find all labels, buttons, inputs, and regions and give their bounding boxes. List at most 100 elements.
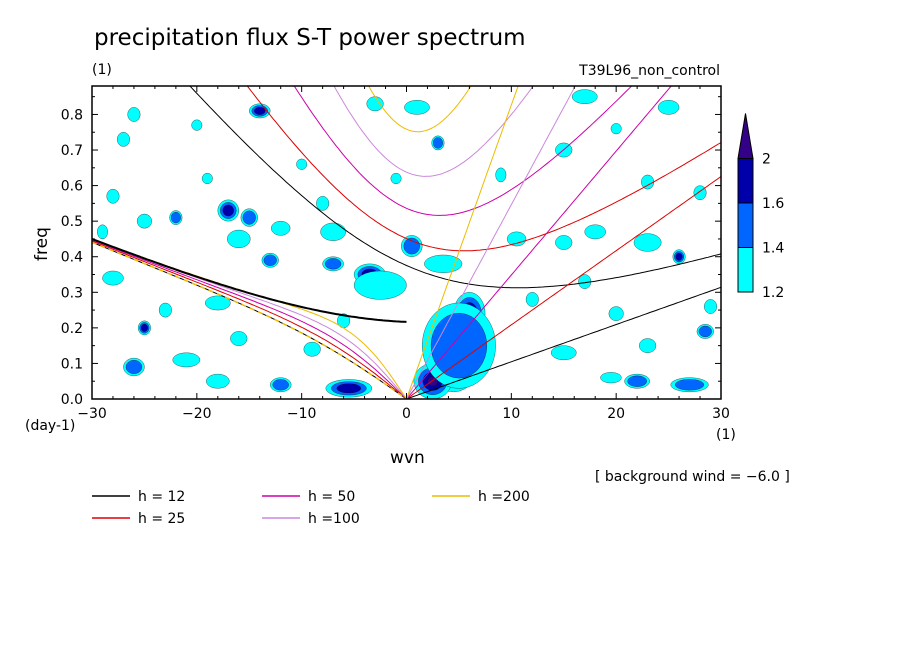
contour-blob-38-level-0 [230, 331, 248, 346]
contour-blob-12-level-0 [117, 132, 130, 147]
y-tick-label-0: 0.0 [61, 392, 83, 408]
curve-legend: h = 12 h = 25 h = 50 h =100 h =200 [92, 489, 530, 527]
inertia-gravity-curve-h100 [333, 86, 534, 177]
x-tick-label-3: 0 [402, 406, 411, 422]
x-tick-label-6: 30 [712, 406, 730, 422]
contour-blob-42-level-1 [272, 379, 289, 391]
colorbar-label-3: 2 [762, 152, 771, 168]
contour-blob-21-level-1 [170, 212, 181, 224]
colorbar-triangle [737, 113, 754, 159]
colorbar-label-1: 1.4 [762, 241, 784, 257]
x-axis-title: wvn [390, 448, 425, 468]
mrg-curve-h12 [92, 238, 407, 323]
x-unit-label: (1) [716, 427, 736, 443]
colorbar-segment-0 [737, 247, 754, 293]
colorbar-label-2: 1.6 [762, 196, 784, 212]
contour-blob-24-level-0 [320, 222, 346, 241]
legend-label-3: h =100 [308, 511, 360, 527]
contour-blob-58-level-0 [296, 158, 308, 170]
inertia-gravity-curve-h50 [293, 86, 633, 216]
contour-blob-11-level-0 [657, 100, 680, 115]
contour-blob-37-level-2 [140, 324, 148, 332]
dispersion-curve-layer [92, 86, 721, 399]
x-tick-label-5: 20 [607, 406, 625, 422]
contour-blob-9-level-0 [404, 100, 430, 115]
rossby-curve-h25 [92, 240, 407, 399]
contour-blob-3-level-1 [430, 313, 487, 379]
contour-blob-61-level-0 [390, 172, 402, 184]
contour-blob-7-level-0 [127, 107, 141, 122]
contour-blob-27-level-0 [506, 231, 527, 247]
legend-label-4: h =200 [478, 489, 530, 505]
contour-blob-52-level-0 [608, 306, 624, 321]
contour-blob-48-level-1 [675, 379, 705, 391]
contour-blob-47-level-1 [627, 375, 647, 387]
x-tick-label-2: −10 [287, 406, 317, 422]
y-tick-label-4: 0.4 [61, 250, 83, 266]
contour-blob-50-level-0 [525, 292, 539, 307]
contour-blob-15-level-0 [106, 188, 120, 204]
y-tick-label-6: 0.6 [61, 179, 83, 195]
contour-blob-10-level-0 [571, 89, 598, 104]
contour-blob-57-level-0 [495, 167, 507, 183]
y-tick-label-2: 0.2 [61, 321, 83, 337]
y-tick-label-5: 0.5 [61, 214, 83, 230]
contour-blob-16-level-2 [222, 204, 234, 217]
contour-blob-43-level-0 [303, 341, 321, 357]
y-axis: 0.0 0.1 0.2 0.3 0.4 0.5 0.6 0.7 0.8 [61, 96, 721, 408]
contour-blob-28-level-0 [555, 235, 573, 250]
contour-blob-49-level-0 [600, 372, 622, 384]
contour-blob-40-level-1 [125, 360, 143, 374]
contour-blob-8-level-0 [366, 96, 384, 112]
rossby-curve-h50 [92, 239, 407, 399]
rossby-dash-overlay [92, 241, 407, 399]
x-tick-label-0: −30 [77, 406, 107, 422]
contour-blob-33-level-1 [324, 258, 342, 270]
chart-title: precipitation flux S-T power spectrum [94, 25, 526, 51]
contour-blob-23-level-0 [271, 221, 291, 236]
contour-blob-35-level-0 [102, 270, 124, 286]
background-wind-annotation: [ background wind = −6.0 ] [595, 469, 790, 485]
colorbar-segment-1 [737, 202, 754, 248]
contour-blob-6-level-2 [254, 107, 266, 115]
colorbar-segment-2 [737, 158, 754, 204]
x-tick-label-1: −20 [182, 406, 212, 422]
contour-blob-44-level-0 [551, 345, 577, 361]
contour-blob-20-level-0 [136, 213, 152, 229]
colorbar-label-0: 1.2 [762, 285, 784, 301]
kelvin-wave-curve-h50 [406, 86, 672, 399]
contour-blob-46-level-1 [698, 325, 712, 337]
contour-blob-56-level-0 [641, 174, 655, 190]
contour-blob-13-level-0 [191, 119, 203, 131]
contour-blob-32-level-1 [263, 254, 277, 266]
kelvin-wave-curve-h12 [406, 286, 721, 399]
contour-blob-34-level-0 [353, 270, 407, 300]
contour-blob-17-level-1 [242, 210, 256, 225]
legend-label-2: h = 50 [308, 489, 355, 505]
chart-subtitle-left: (1) [92, 62, 112, 78]
contour-blob-36-level-0 [205, 295, 231, 311]
contour-blob-54-level-0 [97, 224, 108, 240]
contour-blob-18-level-0 [316, 196, 330, 211]
x-axis: −30 −20 −10 0 10 20 30 [77, 86, 730, 422]
colorbar: 1.2 1.4 1.6 2 [737, 113, 784, 301]
y-tick-label-7: 0.7 [61, 143, 83, 159]
kelvin-wave-curve-h200 [406, 86, 519, 399]
contour-blob-4-level-2 [336, 383, 361, 394]
contour-blob-63-level-0 [158, 302, 172, 318]
contour-blob-30-level-0 [633, 233, 662, 252]
contour-blob-45-level-0 [639, 338, 657, 353]
y-unit-label: (day-1) [25, 418, 75, 434]
contour-blob-31-level-2 [675, 252, 683, 261]
contour-blob-22-level-0 [227, 229, 251, 248]
plot-area [91, 85, 722, 400]
contour-layer [97, 89, 717, 399]
y-tick-label-8: 0.8 [61, 107, 83, 123]
kelvin-wave-curve-h25 [406, 176, 721, 399]
contour-blob-59-level-0 [610, 123, 622, 135]
y-tick-label-3: 0.3 [61, 285, 83, 301]
inertia-gravity-curve-h25 [246, 86, 721, 252]
inertia-gravity-curve-h200 [368, 86, 472, 133]
y-axis-title: freq [32, 227, 52, 261]
